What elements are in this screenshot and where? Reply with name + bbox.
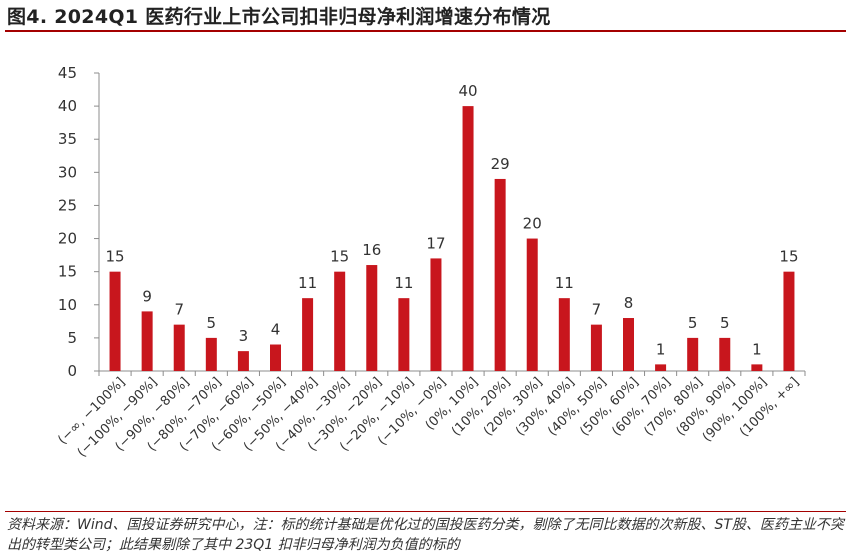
y-tick-label: 35 bbox=[58, 130, 77, 148]
data-label: 4 bbox=[271, 321, 281, 339]
y-tick-label: 5 bbox=[67, 329, 77, 347]
y-tick-label: 25 bbox=[58, 196, 77, 214]
data-label: 15 bbox=[779, 248, 798, 266]
bar bbox=[719, 337, 731, 371]
y-tick-label: 40 bbox=[58, 97, 77, 115]
y-tick-label: 20 bbox=[58, 230, 77, 248]
bar bbox=[687, 337, 699, 371]
data-label: 40 bbox=[458, 82, 477, 100]
data-label: 15 bbox=[330, 248, 349, 266]
x-tick-labels: (−∞, −100%](−100%, −90%](−90%, −80%](−80… bbox=[55, 375, 802, 461]
data-label: 7 bbox=[174, 301, 184, 319]
bar bbox=[109, 271, 121, 371]
bar bbox=[526, 238, 538, 371]
bar bbox=[623, 318, 634, 371]
bar bbox=[398, 298, 410, 371]
data-label: 7 bbox=[592, 301, 602, 319]
y-axis: 0 5 10 15 20 25 30 35 40 45 bbox=[58, 64, 100, 380]
bar bbox=[462, 106, 474, 371]
data-label: 5 bbox=[720, 314, 730, 332]
data-label: 11 bbox=[298, 274, 317, 292]
bar bbox=[590, 324, 602, 371]
source-note: 资料来源：Wind、国投证券研究中心，注：标的统计基础是优化过的国投医药分类，剔… bbox=[7, 517, 844, 553]
y-tick-label: 45 bbox=[58, 64, 77, 82]
data-label: 11 bbox=[555, 274, 574, 292]
data-label: 15 bbox=[105, 248, 124, 266]
data-label: 8 bbox=[624, 294, 634, 312]
data-label: 11 bbox=[394, 274, 413, 292]
data-label: 5 bbox=[688, 314, 698, 332]
bar bbox=[270, 344, 281, 371]
y-tick-label: 10 bbox=[58, 296, 77, 314]
chart-title: 图4. 2024Q1 医药行业上市公司扣非归母净利润增速分布情况 bbox=[7, 6, 551, 28]
y-tick-label: 30 bbox=[58, 163, 77, 181]
data-label: 1 bbox=[656, 340, 666, 358]
bars bbox=[109, 106, 795, 371]
bar bbox=[655, 364, 667, 371]
data-label: 3 bbox=[239, 327, 249, 345]
bar bbox=[205, 337, 217, 371]
bar bbox=[430, 258, 442, 371]
data-label: 16 bbox=[362, 241, 381, 259]
source-rule bbox=[5, 511, 846, 512]
bar bbox=[302, 298, 314, 371]
data-label: 17 bbox=[426, 234, 445, 252]
data-label: 9 bbox=[142, 287, 152, 305]
bar bbox=[173, 324, 185, 371]
bar bbox=[334, 271, 346, 371]
bar bbox=[494, 178, 506, 371]
bar bbox=[558, 298, 570, 371]
data-label: 29 bbox=[491, 155, 510, 173]
y-tick-label: 0 bbox=[67, 362, 77, 380]
bar bbox=[783, 271, 795, 371]
data-label: 1 bbox=[752, 340, 762, 358]
x-axis bbox=[98, 370, 806, 376]
bar bbox=[237, 351, 249, 371]
y-tick-label: 15 bbox=[58, 263, 77, 281]
bar bbox=[751, 364, 763, 371]
bar bbox=[366, 265, 378, 371]
title-rule bbox=[5, 30, 846, 32]
data-label: 5 bbox=[207, 314, 217, 332]
bar bbox=[141, 311, 153, 371]
data-label: 20 bbox=[523, 215, 542, 233]
